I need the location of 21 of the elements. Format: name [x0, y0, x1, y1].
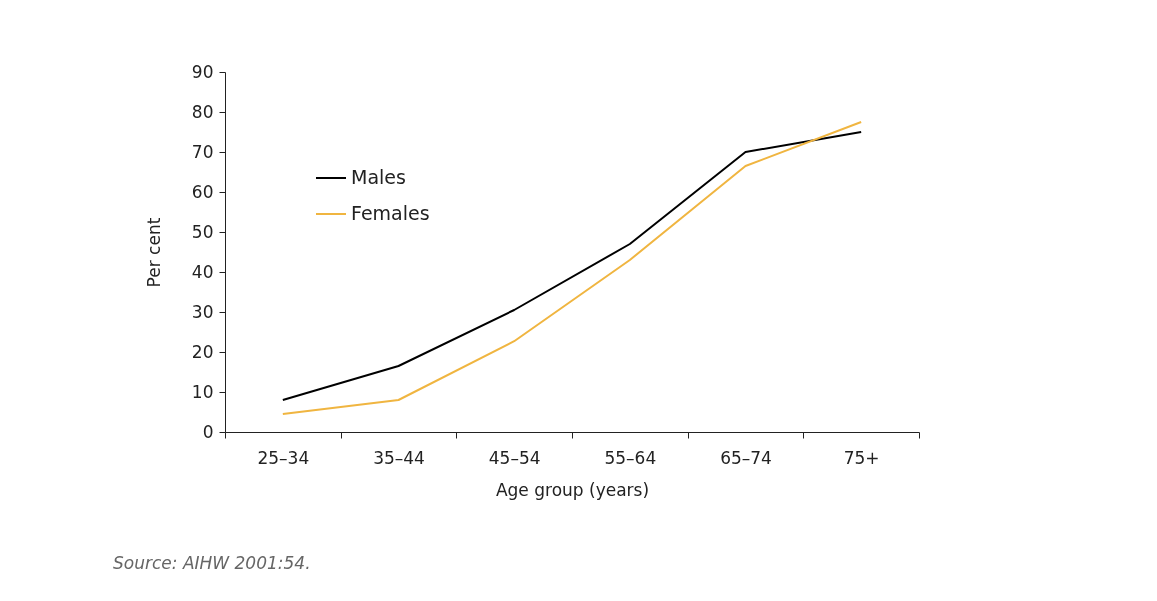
x-tick-label: 45–54: [488, 447, 541, 468]
source-note: Source: AIHW 2001:54.: [113, 553, 311, 573]
y-tick-label: 80: [191, 101, 214, 122]
y-tick-label: 10: [191, 381, 214, 402]
y-tick-label: 30: [191, 301, 214, 322]
y-tick-label: 40: [191, 261, 214, 282]
legend-label: Females: [351, 202, 430, 224]
x-tick-label: 25–34: [257, 447, 310, 468]
x-tick-label: 65–74: [720, 447, 772, 468]
y-axis-title: Per cent: [143, 217, 164, 288]
y-tick-label: 70: [191, 141, 214, 162]
x-tick-label: 75+: [843, 447, 880, 468]
y-tick-label: 0: [202, 421, 214, 442]
y-tick-label: 50: [191, 221, 214, 242]
y-tick-label: 60: [191, 181, 214, 202]
x-axis-title: Age group (years): [495, 479, 650, 500]
y-tick-label: 90: [191, 61, 214, 82]
x-tick-label: 55–64: [604, 447, 657, 468]
legend-label: Males: [351, 166, 406, 188]
y-tick-label: 20: [191, 341, 214, 362]
x-tick-label: 35–44: [373, 447, 425, 468]
